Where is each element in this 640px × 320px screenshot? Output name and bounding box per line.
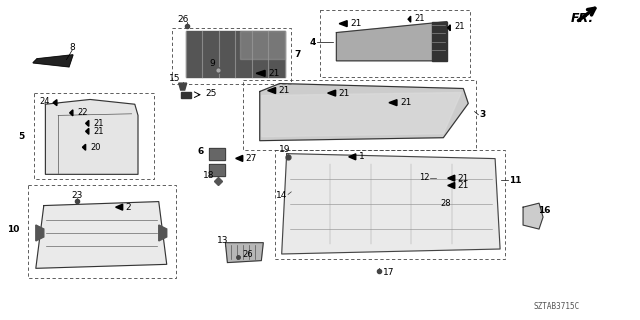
Text: 13: 13 bbox=[217, 236, 228, 245]
Bar bbox=[34, 93, 154, 179]
Text: SZTAB3715C: SZTAB3715C bbox=[533, 302, 579, 311]
Polygon shape bbox=[389, 100, 397, 106]
Bar bbox=[275, 150, 505, 259]
Polygon shape bbox=[53, 100, 57, 106]
Text: 11: 11 bbox=[509, 176, 522, 185]
Polygon shape bbox=[408, 16, 411, 22]
Polygon shape bbox=[179, 83, 187, 90]
Text: 23: 23 bbox=[72, 190, 83, 200]
Text: 20: 20 bbox=[90, 143, 100, 152]
Text: 21: 21 bbox=[458, 174, 469, 183]
Text: 4: 4 bbox=[310, 38, 316, 47]
Text: 21: 21 bbox=[415, 14, 425, 23]
Text: 21: 21 bbox=[458, 181, 469, 190]
Polygon shape bbox=[70, 110, 73, 116]
Polygon shape bbox=[349, 154, 356, 160]
Polygon shape bbox=[186, 31, 285, 77]
Text: 15: 15 bbox=[169, 74, 180, 83]
Text: 21: 21 bbox=[454, 22, 465, 31]
Text: 14: 14 bbox=[276, 191, 287, 200]
Bar bbox=[243, 80, 476, 150]
Polygon shape bbox=[282, 154, 500, 254]
Polygon shape bbox=[523, 203, 543, 229]
Text: 8: 8 bbox=[69, 43, 75, 52]
Text: 1: 1 bbox=[359, 152, 365, 161]
Text: 28: 28 bbox=[440, 199, 451, 208]
Text: 2: 2 bbox=[125, 203, 131, 212]
Text: 26: 26 bbox=[242, 251, 253, 260]
Text: 9: 9 bbox=[210, 59, 216, 68]
Polygon shape bbox=[159, 225, 167, 241]
Polygon shape bbox=[262, 92, 461, 137]
Polygon shape bbox=[181, 92, 191, 98]
Text: 21: 21 bbox=[268, 69, 280, 78]
Text: 21: 21 bbox=[350, 19, 362, 28]
Text: 26: 26 bbox=[177, 15, 188, 24]
Polygon shape bbox=[209, 148, 225, 160]
Polygon shape bbox=[86, 120, 89, 126]
Polygon shape bbox=[86, 128, 89, 134]
Polygon shape bbox=[241, 31, 285, 59]
Polygon shape bbox=[36, 225, 44, 241]
Polygon shape bbox=[448, 175, 455, 181]
Bar bbox=[28, 186, 176, 278]
Polygon shape bbox=[260, 84, 468, 141]
Polygon shape bbox=[448, 25, 451, 31]
Text: 19: 19 bbox=[279, 145, 291, 154]
Text: 7: 7 bbox=[294, 50, 301, 59]
Text: 24: 24 bbox=[39, 97, 49, 106]
Text: 22: 22 bbox=[77, 108, 88, 117]
Polygon shape bbox=[83, 144, 86, 150]
Polygon shape bbox=[432, 22, 447, 61]
Text: 12: 12 bbox=[419, 173, 430, 182]
Polygon shape bbox=[209, 164, 225, 176]
Polygon shape bbox=[33, 55, 73, 67]
Polygon shape bbox=[225, 243, 263, 263]
Polygon shape bbox=[45, 100, 138, 174]
Polygon shape bbox=[328, 90, 335, 96]
Text: 21: 21 bbox=[400, 98, 412, 107]
Bar bbox=[320, 10, 470, 77]
Polygon shape bbox=[448, 182, 455, 188]
Text: 10: 10 bbox=[7, 225, 20, 234]
Text: 16: 16 bbox=[538, 206, 551, 215]
Text: 3: 3 bbox=[479, 110, 486, 119]
Text: FR.: FR. bbox=[570, 12, 593, 25]
Text: 17: 17 bbox=[383, 268, 394, 277]
Polygon shape bbox=[116, 204, 123, 210]
Polygon shape bbox=[236, 156, 243, 161]
Text: 6: 6 bbox=[198, 147, 204, 156]
Text: 27: 27 bbox=[246, 154, 257, 163]
Text: 25: 25 bbox=[205, 89, 216, 98]
Text: 21: 21 bbox=[339, 89, 350, 98]
Polygon shape bbox=[268, 88, 276, 93]
Text: 21: 21 bbox=[278, 86, 290, 95]
Polygon shape bbox=[256, 70, 265, 76]
Text: 21: 21 bbox=[93, 127, 104, 136]
Polygon shape bbox=[337, 22, 447, 61]
Bar bbox=[172, 28, 291, 84]
Polygon shape bbox=[339, 21, 347, 27]
Text: 18: 18 bbox=[202, 171, 214, 180]
Text: 5: 5 bbox=[19, 132, 25, 140]
Polygon shape bbox=[36, 202, 167, 268]
Text: 21: 21 bbox=[93, 119, 104, 128]
